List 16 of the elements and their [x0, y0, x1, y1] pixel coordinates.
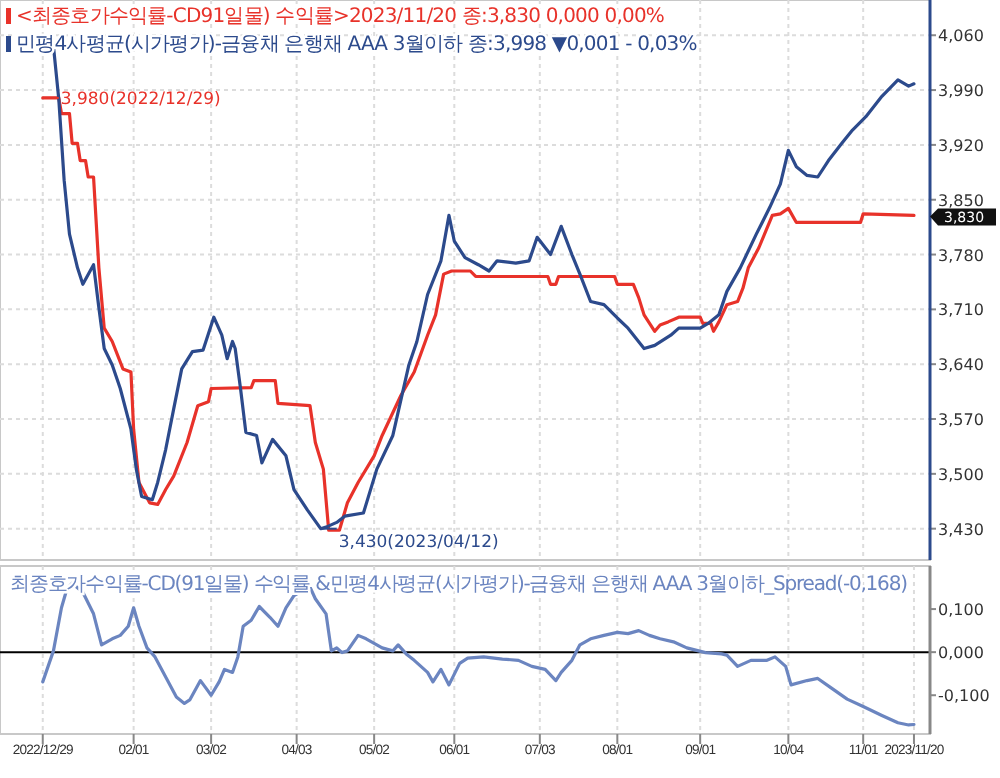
y-tick-label: 3,640 — [938, 356, 984, 375]
annotation: 3,430(2023/04/12) — [338, 532, 499, 553]
y-tick-label: 3,710 — [938, 301, 984, 320]
y-tick-label: -0,100 — [938, 687, 990, 706]
y-tick-label: 3,780 — [938, 246, 984, 265]
legend-label: <최종호가수익률-CD91일물) 수익률>2023/11/20 종:3,830 0,000 0,00% — [16, 6, 665, 28]
y-tick-label: 3,990 — [938, 82, 984, 101]
y-tick-label: 3,570 — [938, 411, 984, 430]
y-tick-label: 3,920 — [938, 136, 984, 155]
y-tick-label: 3,500 — [938, 465, 984, 484]
y-tick-label: 0,100 — [938, 601, 984, 620]
annotation: 3,980(2022/12/29) — [60, 89, 221, 110]
y-tick-label: 3,430 — [938, 520, 984, 539]
y-tick-label: 4,060 — [938, 27, 984, 46]
y-tick-label: 3,850 — [938, 191, 984, 210]
y-tick-label: 0,000 — [938, 644, 984, 663]
